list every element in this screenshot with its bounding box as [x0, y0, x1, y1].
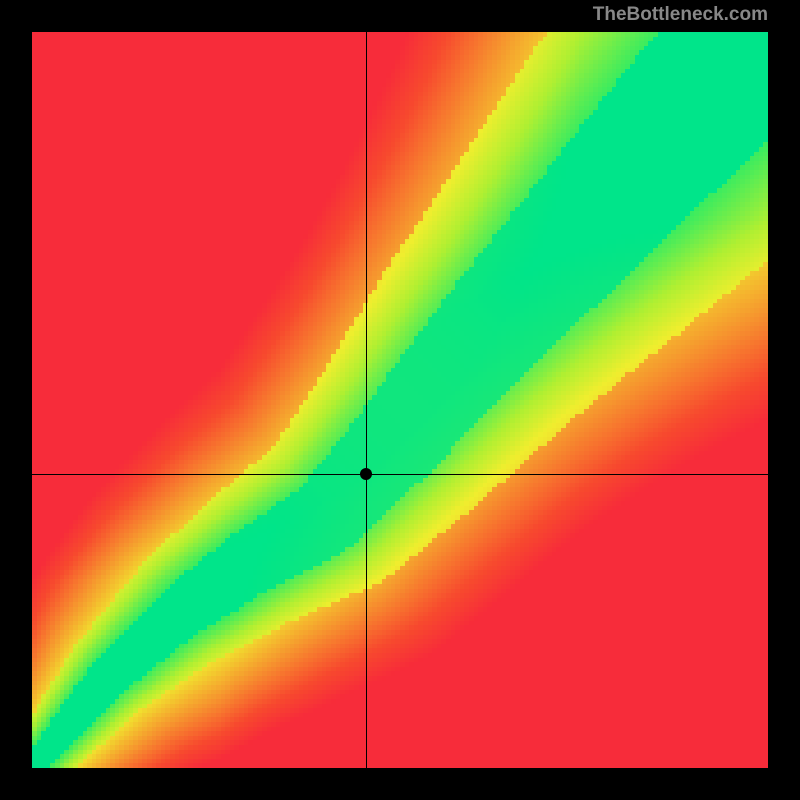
crosshair-vertical [366, 32, 367, 768]
heatmap-canvas [32, 32, 768, 768]
attribution-text: TheBottleneck.com [593, 4, 768, 26]
crosshair-horizontal [32, 474, 768, 475]
selection-marker [360, 468, 372, 480]
bottleneck-heatmap [32, 32, 768, 768]
